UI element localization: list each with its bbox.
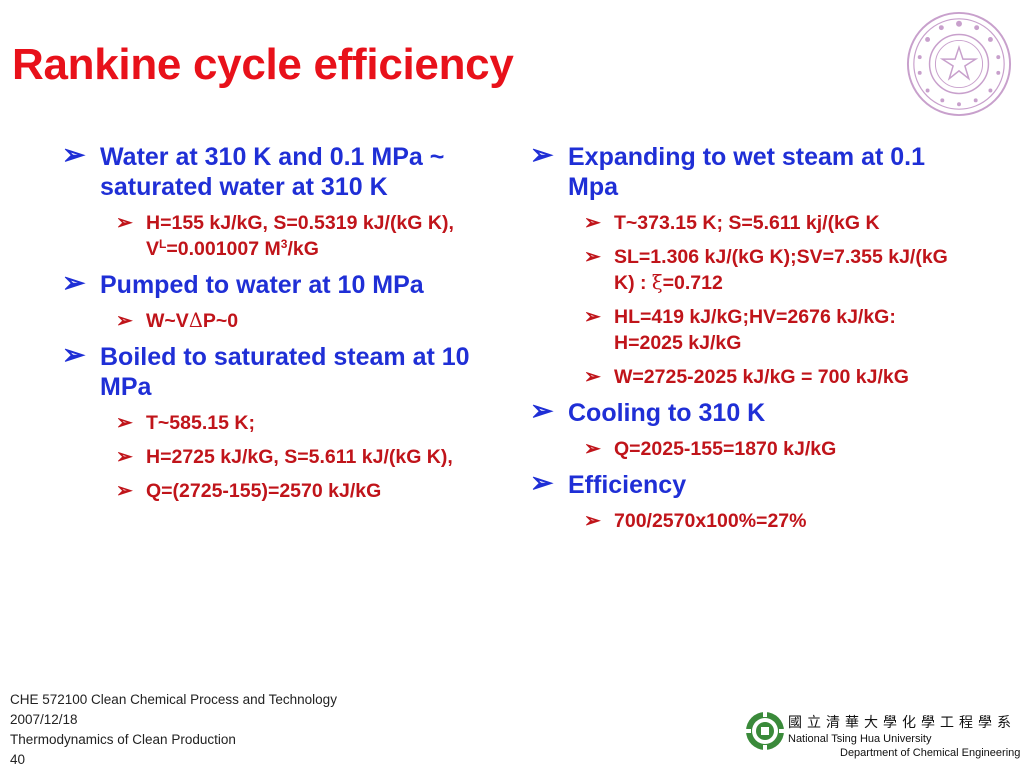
superscript-l: L <box>159 237 167 251</box>
sub-text: T~585.15 K; <box>146 412 255 434</box>
slide-title: Rankine cycle efficiency <box>12 40 514 89</box>
sub-text: Q=2025-155=1870 kJ/kG <box>614 438 837 460</box>
sub-bullet-water-properties: ➢ H=155 kJ/kG, S=0.5319 kJ/(kG K), VL=0.… <box>116 210 502 262</box>
bullet-text: Cooling to 310 K <box>568 399 766 427</box>
superscript-3: 3 <box>280 237 288 251</box>
bullet-boiled: ➢ Boiled to saturated steam at 10 MPa <box>62 339 502 402</box>
arrow-bullet-icon: ➢ <box>62 139 86 170</box>
department-chinese-name: 國立清華大學化學工程學系 <box>788 715 1016 731</box>
sub-text: 700/2570x100%=27% <box>614 510 807 532</box>
department-name: Department of Chemical Engineering <box>840 747 1021 759</box>
sub-text: W=2725-2025 kJ/kG = 700 kJ/kG <box>614 366 909 388</box>
bullet-pumped: ➢ Pumped to water at 10 MPa <box>62 267 502 300</box>
arrow-bullet-icon: ➢ <box>62 267 86 298</box>
arrow-bullet-icon: ➢ <box>584 438 601 460</box>
arrow-bullet-icon: ➢ <box>584 366 601 388</box>
sub-text: P~0 <box>202 310 239 332</box>
sub-bullet-turbine-work: ➢ W=2725-2025 kJ/kG = 700 kJ/kG <box>584 364 970 390</box>
sub-bullet-enthalpy-mix: ➢ HL=419 kJ/kG;HV=2676 kJ/kG: H=2025 kJ/… <box>584 304 970 356</box>
sub-text: Q=(2725-155)=2570 kJ/kG <box>146 480 382 502</box>
arrow-bullet-icon: ➢ <box>116 412 133 434</box>
arrow-bullet-icon: ➢ <box>584 306 601 328</box>
bullet-text: Boiled to saturated steam at 10 MPa <box>100 343 470 401</box>
arrow-bullet-icon: ➢ <box>530 467 554 498</box>
bullet-water-state: ➢ Water at 310 K and 0.1 MPa ~ saturated… <box>62 139 502 202</box>
arrow-bullet-icon: ➢ <box>584 212 601 234</box>
arrow-bullet-icon: ➢ <box>116 310 133 332</box>
arrow-bullet-icon: ➢ <box>530 139 554 170</box>
right-column: ➢ Expanding to wet steam at 0.1 Mpa ➢ T~… <box>530 139 970 542</box>
bullet-text: Pumped to water at 10 MPa <box>100 271 424 299</box>
arrow-bullet-icon: ➢ <box>116 212 133 234</box>
sub-bullet-efficiency-value: ➢ 700/2570x100%=27% <box>584 508 970 534</box>
sub-bullet-enthalpy-entropy: ➢ H=2725 kJ/kG, S=5.611 kJ/(kG K), <box>116 444 502 470</box>
bullet-text: Efficiency <box>568 471 687 499</box>
bullet-expanding: ➢ Expanding to wet steam at 0.1 Mpa <box>530 139 970 202</box>
sub-bullet-pump-work: ➢ W~VΔP~0 <box>116 308 502 334</box>
university-name: National Tsing Hua University <box>788 733 932 745</box>
sub-text: H=2725 kJ/kG, S=5.611 kJ/(kG K), <box>146 446 453 468</box>
nthu-logo-icon <box>745 711 785 751</box>
sub-bullet-temperature: ➢ T~585.15 K; <box>116 410 502 436</box>
arrow-bullet-icon: ➢ <box>116 446 133 468</box>
left-column: ➢ Water at 310 K and 0.1 MPa ~ saturated… <box>62 139 502 512</box>
bullet-text: Expanding to wet steam at 0.1 Mpa <box>568 143 926 201</box>
bullet-cooling: ➢ Cooling to 310 K <box>530 395 970 428</box>
footer-topic: Thermodynamics of Clean Production <box>10 732 236 747</box>
footer-date: 2007/12/18 <box>10 712 78 727</box>
footer-course: CHE 572100 Clean Chemical Process and Te… <box>10 692 337 707</box>
sub-text: W~V <box>146 310 189 332</box>
sub-bullet-quality: ➢ SL=1.306 kJ/(kG K);SV=7.355 kJ/(kG K) … <box>584 244 970 296</box>
sub-text: SL=1.306 kJ/(kG K);SV=7.355 kJ/(kG K) : <box>614 246 948 294</box>
arrow-bullet-icon: ➢ <box>530 395 554 426</box>
sub-text: HL=419 kJ/kG;HV=2676 kJ/kG: H=2025 kJ/kG <box>614 306 896 354</box>
sub-bullet-heat-rejected: ➢ Q=2025-155=1870 kJ/kG <box>584 436 970 462</box>
bullet-efficiency: ➢ Efficiency <box>530 467 970 500</box>
sub-bullet-heat-input: ➢ Q=(2725-155)=2570 kJ/kG <box>116 478 502 504</box>
sub-text: H=155 kJ/kG, S=0.5319 kJ/(kG K), V <box>146 212 454 260</box>
footer: CHE 572100 Clean Chemical Process and Te… <box>10 690 337 770</box>
university-seal-icon <box>906 11 1012 117</box>
xi-symbol: ξ <box>651 271 663 294</box>
arrow-bullet-icon: ➢ <box>584 510 601 532</box>
sub-bullet-wet-temperature: ➢ T~373.15 K; S=5.611 kj/(kG K <box>584 210 970 236</box>
delta-symbol: Δ <box>188 309 203 332</box>
arrow-bullet-icon: ➢ <box>116 480 133 502</box>
arrow-bullet-icon: ➢ <box>584 246 601 268</box>
sub-text: =0.001007 M <box>166 238 281 260</box>
arrow-bullet-icon: ➢ <box>62 339 86 370</box>
bullet-text: Water at 310 K and 0.1 MPa ~ saturated w… <box>100 143 445 201</box>
sub-text: /kG <box>287 238 319 260</box>
sub-text: =0.712 <box>662 272 723 294</box>
sub-text: T~373.15 K; S=5.611 kj/(kG K <box>614 212 880 234</box>
footer-page-number: 40 <box>10 752 26 767</box>
department-block: 國立清華大學化學工程學系 National Tsing Hua Universi… <box>788 712 1021 760</box>
